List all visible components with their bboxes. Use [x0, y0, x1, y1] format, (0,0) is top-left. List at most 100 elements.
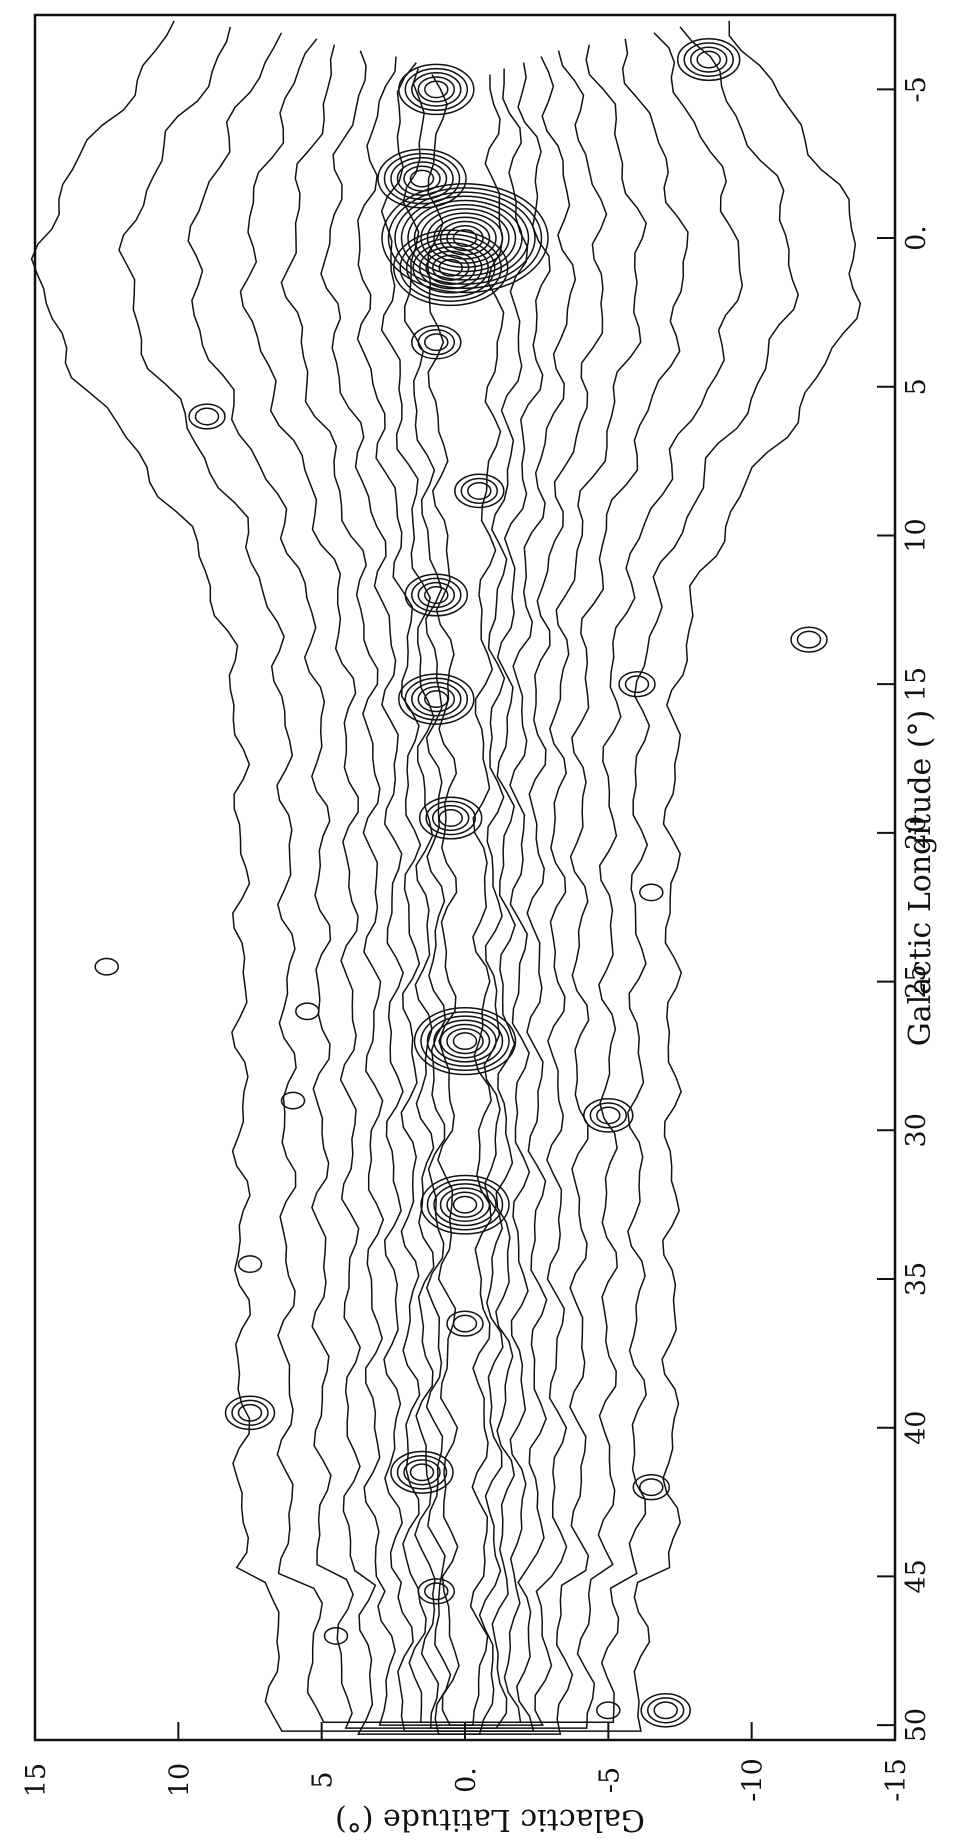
peak-contour [418, 246, 483, 290]
y-tick-label: 0. [451, 1767, 482, 1793]
peak-contour [237, 1403, 263, 1422]
peak-contour [403, 1459, 441, 1486]
peak-contour [94, 957, 119, 976]
peak-contour [433, 1183, 497, 1227]
peak-contour [411, 324, 462, 360]
y-tick-label: 15 [21, 1763, 52, 1797]
peak-contour [460, 477, 499, 505]
peak-contour [676, 38, 741, 82]
peak-contour [589, 1102, 628, 1129]
peak-contour [424, 1582, 449, 1601]
peak-contour [446, 1191, 484, 1218]
peak-contour [412, 242, 489, 294]
peak-contour [452, 1314, 478, 1333]
x-tick-label: 15 [901, 667, 932, 701]
peak-contour [295, 1002, 320, 1021]
x-tick-label: 20 [901, 816, 932, 850]
y-axis-title: Galactic Latitude (°) [335, 1802, 645, 1837]
plane-contour [380, 62, 551, 1729]
peak-contour [411, 72, 462, 107]
peak-contour [446, 1027, 484, 1055]
peak-contour [418, 796, 483, 840]
peak-contour [583, 1098, 634, 1133]
peak-contour [420, 208, 510, 269]
peak-contour [424, 690, 449, 709]
plane-contour [402, 68, 529, 1735]
x-tick-label: 40 [901, 1411, 932, 1445]
peak-contour [632, 1474, 671, 1501]
peak-contour [596, 1701, 621, 1720]
peak-contour [426, 1178, 504, 1231]
peak-contour [596, 1106, 621, 1125]
peak-contour [683, 42, 734, 77]
peak-contour [438, 809, 463, 827]
peak-contour [639, 1478, 664, 1497]
peak-contour [396, 1454, 448, 1490]
peak-contour [398, 63, 475, 116]
x-tick-label: -5 [901, 76, 932, 102]
peak-contour [417, 329, 456, 356]
peak-contour [387, 187, 543, 290]
peak-contour [438, 258, 463, 277]
peak-contour [377, 148, 467, 209]
peak-contour [404, 677, 469, 721]
peak-contour [403, 165, 441, 192]
peak-contour [420, 1011, 510, 1072]
peak-contour [394, 191, 536, 285]
peak-contour [280, 1091, 306, 1110]
peak-contour [433, 1019, 497, 1063]
peak-contour [452, 1032, 478, 1051]
peak-contour [390, 1450, 454, 1494]
peak-contour [639, 883, 664, 902]
peak-contour [231, 1399, 269, 1426]
x-tick-label: 5 [901, 378, 932, 395]
y-tick-label: 10 [164, 1763, 195, 1797]
peak-contour [424, 80, 449, 99]
peak-contour [417, 1578, 456, 1605]
peak-contour [404, 573, 469, 617]
peak-contour [439, 1023, 491, 1059]
peak-contour [411, 681, 462, 717]
peak-contour [624, 675, 650, 694]
x-tick-label: 30 [901, 1113, 932, 1147]
peak-contour [640, 1692, 691, 1728]
x-tick-label: 0. [901, 225, 932, 251]
peak-contour [398, 673, 475, 725]
x-axis-title: Galactic Longitude (°) [903, 710, 938, 1047]
y-tick-label: -10 [738, 1758, 769, 1801]
peak-contour [323, 1626, 349, 1645]
peak-contour [407, 199, 523, 277]
plane-contour [356, 56, 577, 1723]
plane-contour [427, 74, 505, 1726]
peak-contour [224, 1395, 276, 1431]
plane-contour [320, 50, 608, 1732]
peak-contour [383, 152, 461, 205]
peak-contour [431, 804, 470, 832]
plane-contour [118, 26, 799, 1723]
x-tick-label: 35 [901, 1262, 932, 1296]
peak-contour [433, 216, 497, 260]
x-tick-label: 50 [901, 1708, 932, 1742]
peak-contour [431, 254, 470, 281]
peak-contour [396, 161, 448, 196]
peak-contour [411, 577, 462, 613]
peak-contour [696, 50, 721, 69]
peak-contour [796, 630, 822, 649]
peak-contour [417, 581, 456, 609]
peak-contour [400, 195, 530, 281]
peak-contour [439, 1187, 491, 1223]
peak-contour [454, 473, 505, 509]
peak-contour [194, 407, 220, 426]
plane-contour [187, 32, 744, 1729]
peak-contour [425, 250, 476, 286]
peak-contour [399, 233, 502, 302]
y-tick-label: 5 [308, 1771, 339, 1788]
peak-contour [618, 671, 656, 698]
peak-contour [467, 481, 492, 500]
y-axis-ticks: -15 -10 -5 0. 5 10 15 [21, 1722, 912, 1802]
peak-contour [405, 237, 496, 298]
x-tick-label: 45 [901, 1559, 932, 1593]
peak-contour [417, 685, 456, 713]
x-axis-ticks: 50 45 40 35 30 25 20 15 10 5 0. -5 [877, 76, 932, 1742]
